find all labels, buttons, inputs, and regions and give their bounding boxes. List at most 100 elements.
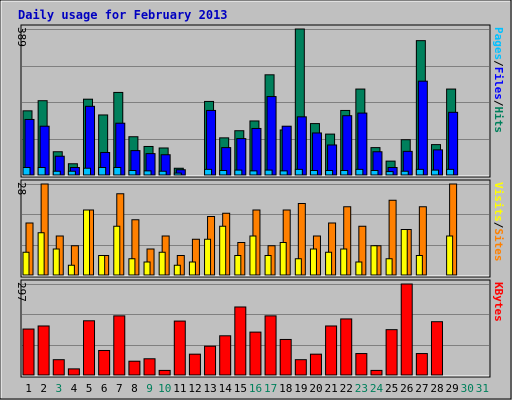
x-tick-label: 25 [385,382,398,395]
bar-pages-day-22 [340,169,349,176]
x-tick-label: 26 [400,382,413,395]
bar-files-day-13 [206,109,217,176]
bar-kbytes-day-19 [294,359,307,376]
bar-files-day-23 [357,112,368,176]
legend-entry: KBytes [492,282,505,322]
bar-kbytes-day-24 [370,369,383,376]
x-tick-label: 9 [146,382,153,395]
bar-kbytes-day-27 [415,353,428,376]
bar-kbytes-day-12 [188,353,201,376]
bar-visits-day-15 [234,255,242,276]
bar-pages-day-6 [98,166,107,176]
bar-visits-day-6 [98,255,106,276]
bar-pages-day-5 [83,167,92,176]
bar-files-day-29 [448,111,459,176]
bar-pages-day-13 [204,168,213,176]
legend-entry: / [492,60,505,67]
panel-3: 297 KBytes [15,279,505,378]
bar-kbytes-day-17 [264,315,277,376]
x-tick-label: 2 [40,382,47,395]
x-tick-label: 28 [430,382,443,395]
bar-files-day-27 [417,80,428,176]
x-tick-label: 4 [71,382,78,395]
bar-visits-day-18 [279,242,287,276]
bar-files-day-20 [311,132,322,176]
bar-visits-day-16 [249,235,257,276]
bar-pages-day-25 [385,171,394,176]
x-tick-label: 21 [325,382,338,395]
bar-visits-day-24 [370,245,378,276]
bar-pages-day-16 [249,170,258,176]
x-tick-label: 24 [370,382,384,395]
bar-visits-day-17 [264,255,272,276]
bar-pages-day-27 [415,168,424,176]
x-tick-label: 17 [264,382,277,395]
bar-visits-day-19 [294,258,302,276]
bar-kbytes-day-3 [52,359,65,376]
legend-entry: Hits [492,107,505,134]
bar-pages-day-24 [370,169,379,176]
bar-pages-day-8 [128,169,137,176]
panel-legend: Visits/Sites [492,182,505,262]
bar-pages-day-9 [143,170,152,176]
bar-visits-day-2 [37,232,45,276]
bar-kbytes-day-21 [325,325,338,376]
bar-pages-day-2 [37,166,46,176]
bar-kbytes-day-20 [309,353,322,376]
bar-files-day-15 [236,138,247,176]
bar-pages-day-23 [355,168,364,176]
bar-kbytes-day-26 [400,283,413,376]
bar-kbytes-day-2 [37,325,50,376]
x-tick-label: 15 [234,382,247,395]
bar-kbytes-day-11 [173,320,186,376]
bar-pages-day-19 [294,168,303,176]
panel-legend: KBytes [492,282,505,322]
bar-files-day-17 [266,96,277,176]
bar-kbytes-day-8 [128,360,141,376]
bar-kbytes-day-16 [249,331,262,376]
chart-title: Daily usage for February 2013 [18,8,228,22]
panel-2: 28 Visits/Sites [15,179,505,278]
legend-entry: Pages [492,27,505,60]
x-tick-label: 13 [203,382,216,395]
x-tick-label: 22 [340,382,353,395]
bar-pages-day-18 [279,170,288,176]
x-tick-label: 14 [219,382,233,395]
bar-pages-day-7 [113,166,122,176]
bar-visits-day-21 [325,251,333,276]
bar-files-day-19 [296,116,307,176]
x-tick-label: 30 [461,382,474,395]
bar-kbytes-day-5 [83,320,96,376]
bar-pages-day-28 [430,169,439,176]
bar-visits-day-26 [400,229,408,276]
x-tick-label: 19 [294,382,307,395]
x-tick-label: 18 [279,382,292,395]
x-tick-label: 16 [249,382,262,395]
x-tick-label: 23 [355,382,368,395]
bar-pages-day-1 [22,166,31,176]
x-tick-label: 31 [476,382,489,395]
legend-entry: Sites [492,228,505,261]
bar-visits-day-29 [446,235,454,276]
bar-files-day-18 [281,125,292,176]
bar-pages-day-17 [264,169,273,176]
y-max-label: 389 [15,27,28,47]
bar-visits-day-10 [158,251,166,276]
x-axis-day-labels: 1 2 3 4 5 6 7 8 9 10 11 12 13 14 15 16 17 18 19 20 21 22 23 24 2… [25,382,489,395]
x-tick-label: 7 [116,382,123,395]
bar-visits-day-7 [113,225,121,276]
bar-visits-day-23 [355,261,363,276]
bar-pages-day-3 [52,170,61,176]
bar-visits-day-8 [128,258,136,276]
bar-kbytes-day-22 [340,318,353,376]
panel-legend: Pages/Files/Hits [492,27,505,133]
bar-visits-day-27 [415,255,423,276]
bar-visits-day-4 [67,264,75,276]
bar-pages-day-15 [234,169,243,176]
legend-entry: Visits [492,182,505,222]
bar-files-day-1 [24,118,35,176]
bar-kbytes-day-28 [430,321,443,376]
x-tick-label: 20 [309,382,322,395]
